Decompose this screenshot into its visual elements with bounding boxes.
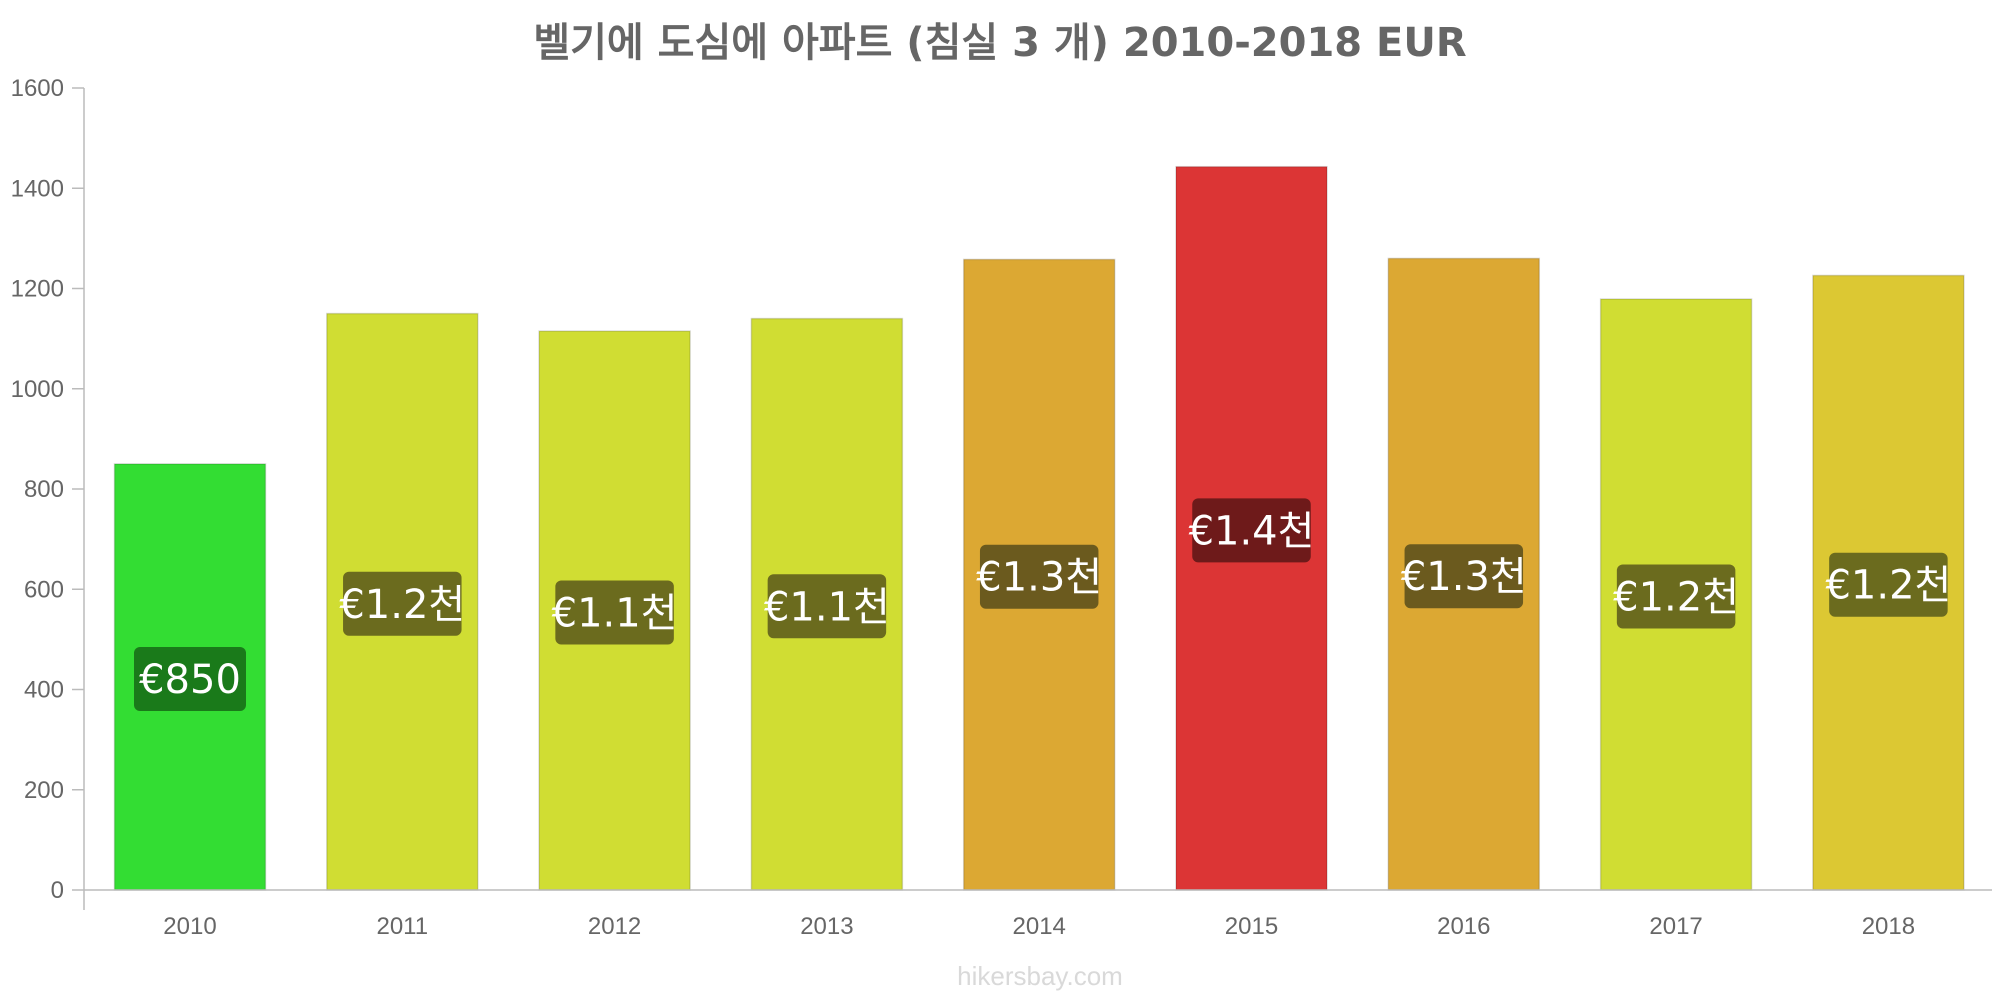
data-label: €1.1천 — [552, 591, 678, 637]
data-label-box — [1192, 498, 1311, 563]
x-tick-label: 2017 — [1649, 913, 1702, 940]
y-tick-label: 800 — [24, 476, 64, 503]
x-tick-label: 2014 — [1013, 913, 1066, 940]
x-tick-label: 2010 — [163, 913, 216, 940]
data-label: €1.2천 — [339, 582, 465, 628]
y-tick-label: 1000 — [11, 376, 64, 403]
data-label-box — [555, 580, 674, 645]
y-tick-label: 1600 — [11, 75, 64, 102]
x-tick-label: 2012 — [588, 913, 641, 940]
x-tick-label: 2013 — [800, 913, 853, 940]
data-label: €1.3천 — [1401, 554, 1527, 600]
credit-text: hikersbay.com — [957, 961, 1123, 991]
y-tick-label: 0 — [51, 877, 64, 904]
data-label: €1.2천 — [1613, 575, 1739, 621]
data-label: €1.4천 — [1189, 508, 1315, 554]
data-label-box — [134, 646, 246, 711]
data-label-box — [1616, 564, 1736, 629]
y-tick-label: 600 — [24, 576, 64, 603]
y-tick-label: 1400 — [11, 175, 64, 202]
data-label: €850 — [139, 657, 241, 703]
x-axis: 2010 2011 2012 2013 2014 2015 2016 2017 2018 — [84, 889, 1992, 940]
y-tick-label: 1200 — [11, 276, 64, 303]
x-tick-label: 2018 — [1862, 913, 1915, 940]
chart-title: 벨기에 도심에 아파트 (침실 3 개) 2010-2018 EUR — [533, 20, 1466, 66]
y-tick-label: 200 — [24, 777, 64, 804]
bars: €850 €1.2천 €1.1천 €1.1천 €1.3천 €1.4천 €1.3천 €1.2천 €… — [113, 165, 1965, 891]
x-tick-label: 2016 — [1437, 913, 1490, 940]
y-axis: 0 200 400 600 800 1000 1200 1400 1600 — [11, 75, 85, 910]
data-label: €1.3천 — [976, 555, 1102, 601]
data-label-box — [1404, 544, 1524, 609]
data-label-box — [343, 571, 462, 636]
data-label-box — [979, 544, 1099, 609]
x-tick-label: 2011 — [376, 913, 428, 940]
x-tick-label: 2015 — [1225, 913, 1278, 940]
data-label-box — [767, 574, 887, 639]
data-label: €1.1천 — [764, 584, 890, 630]
data-label: €1.2천 — [1825, 563, 1951, 609]
y-tick-label: 400 — [24, 677, 64, 704]
data-label-box — [1829, 552, 1948, 617]
